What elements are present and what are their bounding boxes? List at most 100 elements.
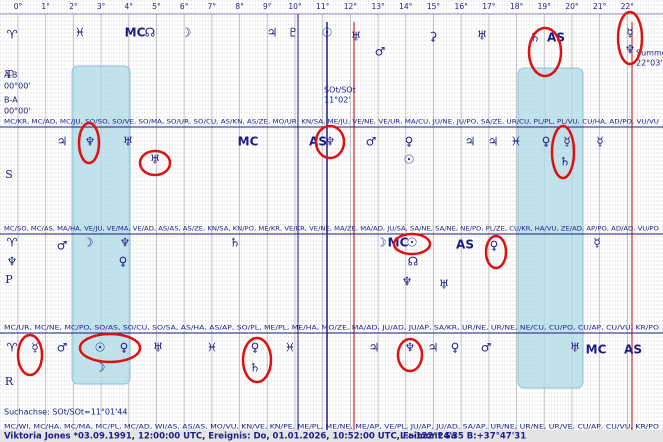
abbrev-line: MC/UR, MC/NE, MC/PO, SO/AS, SO/CU, SO/SA…: [4, 325, 659, 332]
ruler-label: 4°: [125, 2, 134, 11]
planet-glyph: AS: [309, 135, 327, 149]
highlight-circle: [484, 234, 508, 270]
planet-glyph: ☉: [407, 236, 418, 250]
planet-glyph: MC: [586, 343, 607, 357]
planet-glyph: ♆: [625, 43, 636, 57]
planet-glyph: ♆: [405, 341, 416, 355]
planet-glyph: ☊: [408, 255, 419, 269]
abbrev-line: MC/KR, MC/AD, MC/JU, SO/SO, SO/VE, SO/MA…: [4, 119, 659, 126]
abbrev-line: MC/SO, MC/AS, MA/HA, VE/JU, VE/MA, VE/AD…: [4, 226, 659, 233]
row-label: P: [5, 273, 13, 286]
planet-glyph: ♆: [325, 135, 336, 149]
planet-glyph: ☿: [563, 135, 570, 149]
note: A-B: [4, 71, 17, 80]
planet-glyph: ♓: [75, 26, 86, 40]
planet-glyph: ♅: [123, 135, 134, 149]
ruler-label: 8°: [235, 2, 244, 11]
planet-glyph: MC: [125, 26, 146, 40]
planet-glyph: ♃: [369, 341, 380, 355]
highlight-circle: [314, 124, 346, 160]
planet-glyph: ♀: [119, 255, 128, 269]
ruler-label: 20°: [565, 2, 579, 11]
planet-glyph: ♈: [7, 236, 18, 250]
planet-glyph: MC: [238, 135, 259, 149]
note: 11°02': [324, 96, 351, 105]
planet-glyph: ♓: [207, 341, 218, 355]
planet-glyph: ⚳: [429, 30, 438, 44]
ruler-label: 22°: [621, 2, 635, 11]
highlight-circle: [392, 232, 432, 256]
ruler-label: 18°: [510, 2, 524, 11]
planet-glyph: AS: [624, 343, 642, 357]
highlight-circle: [396, 337, 424, 373]
planet-glyph: ♈: [7, 341, 18, 355]
planet-glyph: ♀: [405, 135, 414, 149]
planet-glyph: ♀: [451, 341, 460, 355]
highlight-circle: [78, 332, 142, 364]
ruler-label: 13°: [371, 2, 385, 11]
planet-glyph: ♂: [366, 135, 377, 149]
highlight-band: [517, 67, 584, 389]
planet-glyph: ♄: [230, 236, 241, 250]
planet-glyph: ♃: [57, 135, 68, 149]
ruler-label: 7°: [208, 2, 217, 11]
highlight-circle: [616, 10, 644, 66]
note: Suchachse: SOt/SOt=11°01'44: [4, 408, 127, 417]
planet-glyph: ♓: [285, 341, 296, 355]
planet-glyph: ♅: [351, 30, 362, 44]
ruler-label: 2°: [69, 2, 78, 11]
planet-glyph: ♅: [153, 341, 164, 355]
planet-glyph: ☽: [83, 236, 94, 250]
planet-glyph: ☉: [404, 153, 415, 167]
ruler-label: 16°: [455, 2, 469, 11]
planet-glyph: ♅: [477, 29, 488, 43]
planet-glyph: ♅: [570, 341, 581, 355]
ruler-label: 6°: [180, 2, 189, 11]
note: Summe: [636, 49, 663, 58]
planet-glyph: ♀: [490, 239, 499, 253]
note: 00°00': [4, 107, 31, 116]
ruler-label: 10°: [288, 2, 302, 11]
planet-glyph: ☿: [593, 236, 600, 250]
planet-glyph: ☊: [145, 26, 156, 40]
planet-glyph: ☉: [322, 26, 333, 40]
planet-glyph: ♆: [7, 255, 18, 269]
planet-glyph: ♄: [530, 31, 541, 45]
note: 00°00': [4, 82, 31, 91]
planet-glyph: ♇: [288, 26, 299, 40]
highlight-circle: [550, 124, 576, 180]
ruler-label: 17°: [482, 2, 496, 11]
row-label: R: [5, 375, 14, 388]
planet-glyph: ♄: [250, 361, 261, 375]
planet-glyph: ♈: [7, 28, 18, 42]
planet-glyph: ☿: [626, 26, 633, 40]
ruler-label: 5°: [152, 2, 161, 11]
ruler-label: 21°: [593, 2, 607, 11]
highlight-circle: [77, 121, 101, 165]
status-bar: [0, 430, 663, 442]
planet-glyph: MC: [388, 236, 409, 250]
ruler-label: 0°: [14, 2, 23, 11]
planet-glyph: ♓: [511, 135, 522, 149]
planet-glyph: ♂: [481, 341, 492, 355]
planet-glyph: ♂: [57, 341, 68, 355]
planet-glyph: ☿: [31, 341, 38, 355]
planet-glyph: ☉: [95, 341, 106, 355]
footer-coords: L.:-122°24'35 B:+37°47'31: [400, 432, 526, 442]
planet-glyph: ♂: [57, 239, 68, 253]
highlight-circle: [138, 149, 172, 177]
ruler-label: 1°: [41, 2, 50, 11]
note: SOt/SOt: [324, 86, 356, 95]
planet-glyph: ♀: [120, 341, 129, 355]
planet-glyph: ♄: [560, 155, 571, 169]
highlight-circle: [16, 333, 44, 377]
planet-glyph: ☽: [95, 361, 106, 375]
planet-glyph: ♀: [251, 341, 260, 355]
planet-glyph: ♃: [488, 135, 499, 149]
planet-glyph: ☽: [376, 236, 387, 250]
ruler-label: 3°: [97, 2, 106, 11]
ruler-label: 19°: [538, 2, 552, 11]
highlight-band: [71, 65, 131, 385]
ruler-label: 12°: [344, 2, 358, 11]
planet-glyph: AS: [456, 238, 474, 252]
